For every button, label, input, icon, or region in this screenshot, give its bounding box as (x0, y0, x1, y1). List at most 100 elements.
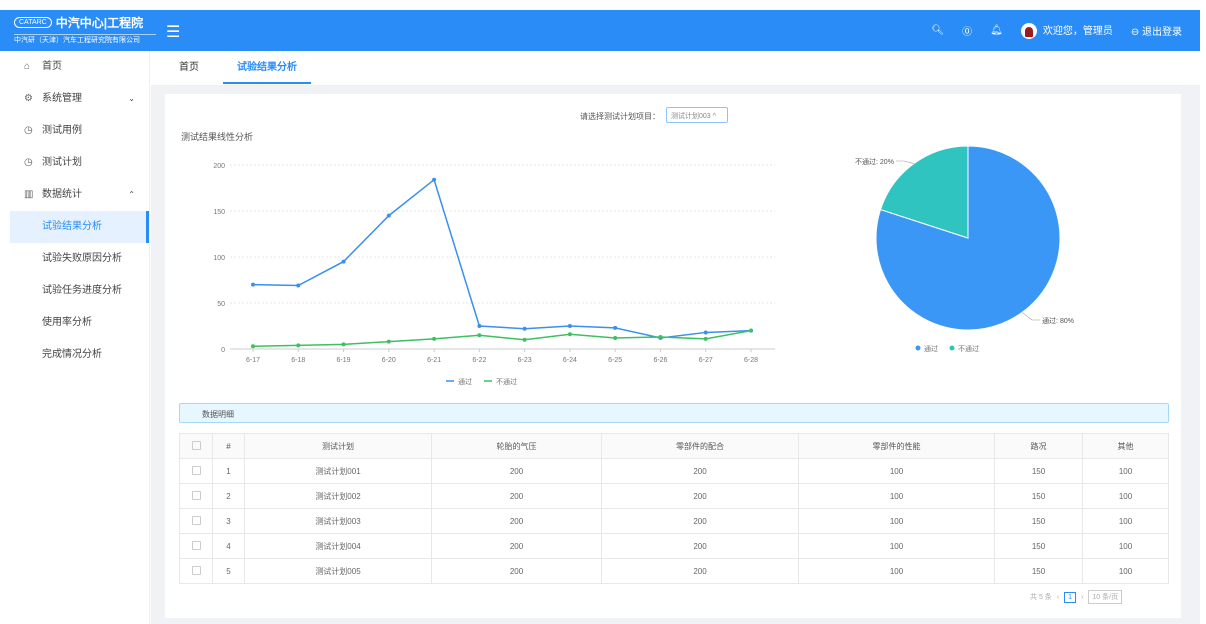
clock-icon: ◷ (24, 157, 33, 168)
cell: 200 (601, 458, 799, 484)
col-plan: 测试计划 (244, 433, 432, 459)
cell: 200 (601, 558, 799, 584)
pie-label-line (895, 160, 914, 164)
sidebar-label: 系统管理 (42, 93, 82, 104)
cell: 3 (212, 508, 245, 534)
row-checkbox[interactable] (179, 508, 213, 534)
details-header: 数据明细 (179, 403, 1169, 423)
data-point (432, 177, 437, 182)
x-tick-label: 6-27 (699, 357, 713, 364)
x-tick-label: 6-17 (246, 357, 260, 364)
table-header-row: # 测试计划 轮胎的气压 零部件的配合 零部件的性能 路况 其他 (179, 433, 1169, 459)
series-line-0 (252, 178, 752, 339)
cell: 2 (212, 483, 245, 509)
details-table: # 测试计划 轮胎的气压 零部件的配合 零部件的性能 路况 其他 1 测试计划00… (179, 433, 1169, 584)
sidebar-item-testplans[interactable]: ◷ 测试计划 (0, 147, 149, 179)
cell: 100 (798, 458, 995, 484)
data-point (296, 343, 301, 348)
cell: 5 (212, 558, 245, 584)
plan-select-label: 请选择测试计划项目： (580, 112, 660, 121)
data-point (296, 283, 301, 288)
pie-label-line (1021, 312, 1041, 321)
row-checkbox[interactable] (179, 533, 213, 559)
data-point (613, 335, 618, 340)
sidebar-item-stats[interactable]: ▥ 数据统计 ⌃ (0, 179, 149, 211)
logout-label: 退出登录 (1142, 27, 1182, 39)
cell: 200 (601, 483, 799, 509)
logo-subtitle: 中汽研（天津）汽车工程研究院有限公司 (14, 34, 156, 45)
cell: 测试计划004 (244, 533, 432, 559)
sidebar: ⌂ 首页 ⚙ 系统管理 ⌄ ◷ 测试用例 ◷ 测试计划 ▥ 数据统计 ⌃ 试验结果分析 试验失… (0, 51, 150, 624)
bell-icon[interactable]: 🔔︎ (990, 25, 1003, 37)
x-tick-label: 6-20 (382, 357, 396, 364)
sidebar-item-failure-analysis[interactable]: 试验失败原因分析 (42, 253, 122, 264)
total-count: 共 5 条 (1030, 594, 1052, 601)
data-point (703, 336, 708, 341)
search-icon[interactable]: 🔍︎ (931, 25, 945, 37)
y-tick-label: 50 (217, 301, 225, 308)
data-point (477, 324, 482, 328)
page-size-select[interactable]: 10 条/页 (1088, 590, 1123, 604)
data-point (703, 330, 708, 335)
top-header: CATARC 中汽中心|工程院 中汽研（天津）汽车工程研究院有限公司 ☰ 🔍︎ ⓪… (0, 10, 1200, 51)
x-tick-label: 6-23 (518, 357, 532, 364)
table-row[interactable]: 2 测试计划002 200 200 100 150 100 (179, 483, 1169, 509)
sidebar-label: 测试计划 (42, 157, 82, 168)
sidebar-label: 测试用例 (42, 125, 82, 136)
table-row[interactable]: 1 测试计划001 200 200 100 150 100 (179, 458, 1169, 484)
col-road: 路况 (994, 433, 1083, 459)
col-fit: 零部件的配合 (601, 433, 799, 459)
row-checkbox[interactable] (179, 458, 213, 484)
row-checkbox[interactable] (179, 483, 213, 509)
cell: 测试计划003 (244, 508, 432, 534)
menu-toggle-icon[interactable]: ☰ (166, 24, 181, 41)
avatar (1020, 23, 1037, 40)
chevron-down-icon: ⌄ (128, 94, 135, 103)
x-tick-label: 6-24 (563, 357, 577, 364)
tab-result-analysis[interactable]: 试验结果分析 (223, 51, 311, 84)
cell: 100 (1082, 508, 1169, 534)
cell: 100 (1082, 533, 1169, 559)
tab-home[interactable]: 首页 (179, 62, 199, 73)
y-tick-label: 100 (213, 255, 225, 262)
sidebar-item-usage-analysis[interactable]: 使用率分析 (42, 317, 92, 328)
pie-label: 不通过: 20% (855, 157, 894, 166)
cell: 测试计划002 (244, 483, 432, 509)
sidebar-item-home[interactable]: ⌂ 首页 (0, 51, 149, 83)
data-point (432, 336, 437, 341)
x-tick-label: 6-21 (427, 357, 441, 364)
cell: 100 (1082, 558, 1169, 584)
x-tick-label: 6-18 (291, 357, 305, 364)
sidebar-item-progress-analysis[interactable]: 试验任务进度分析 (42, 285, 122, 296)
table-row[interactable]: 3 测试计划003 200 200 100 150 100 (179, 508, 1169, 534)
cell: 150 (994, 558, 1083, 584)
cell: 150 (994, 508, 1083, 534)
sidebar-item-result-analysis[interactable]: 试验结果分析 (10, 211, 149, 243)
plan-select-value: 测试计划003 (671, 113, 711, 120)
logout-button[interactable]: ⊖ 退出登录 (1130, 27, 1182, 39)
help-icon[interactable]: ⓪ (962, 27, 973, 39)
table-row[interactable]: 4 测试计划004 200 200 100 150 100 (179, 533, 1169, 559)
x-tick-label: 6-19 (337, 357, 351, 364)
data-point (522, 326, 527, 331)
sidebar-item-testcases[interactable]: ◷ 测试用例 (0, 115, 149, 147)
row-checkbox[interactable] (179, 558, 213, 584)
cell: 100 (1082, 483, 1169, 509)
table-row[interactable]: 5 测试计划005 200 200 100 150 100 (179, 558, 1169, 584)
next-page-button[interactable]: › (1081, 593, 1084, 601)
prev-page-button[interactable]: ‹ (1056, 593, 1060, 601)
y-tick-label: 0 (221, 347, 225, 354)
user-menu[interactable]: 欢迎您，管理员 (1020, 22, 1113, 40)
sidebar-item-system[interactable]: ⚙ 系统管理 ⌄ (0, 83, 149, 115)
select-all-checkbox[interactable] (179, 433, 213, 459)
cell: 100 (798, 483, 995, 509)
data-point (749, 328, 753, 333)
page-1[interactable]: 1 (1064, 591, 1077, 603)
sidebar-item-completion-analysis[interactable]: 完成情况分析 (42, 349, 102, 360)
cell: 4 (212, 533, 245, 559)
col-index: # (212, 433, 245, 459)
pagination: 共 5 条 ‹ 1 › 10 条/页 (1030, 590, 1123, 604)
cell: 测试计划005 (244, 558, 432, 584)
logo: CATARC 中汽中心|工程院 中汽研（天津）汽车工程研究院有限公司 (14, 14, 156, 45)
plan-select[interactable]: 测试计划003 ^ (666, 107, 728, 123)
